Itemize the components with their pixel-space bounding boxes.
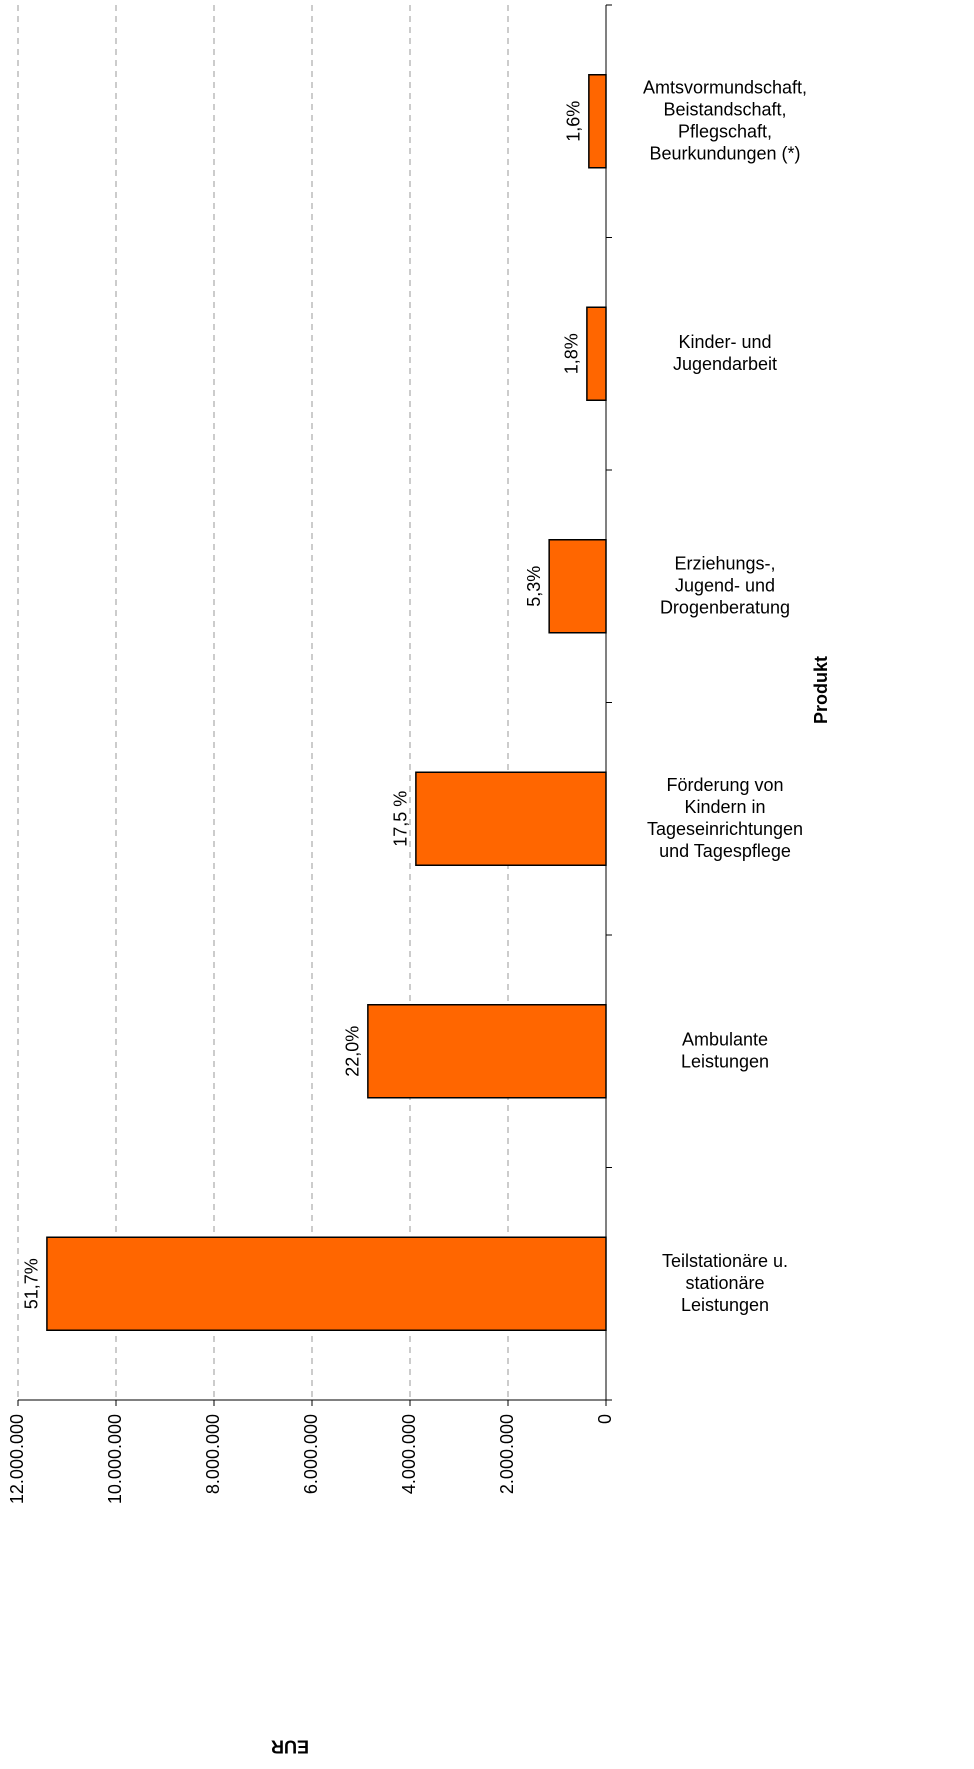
y-tick-label: 2.000.000 [497,1414,517,1494]
category-label-line: Beistandschaft, [663,99,786,119]
bar [46,1236,607,1331]
category-label-line: Tageseinrichtungen [647,819,803,839]
y-tick-label: 0 [595,1414,615,1424]
data-label: 17,5 % [391,791,411,847]
category-label-line: Ambulante [682,1029,768,1049]
data-label: 51,7% [22,1258,42,1309]
category-label-line: Leistungen [681,1295,769,1315]
bar [415,771,607,866]
y-tick-label: 6.000.000 [301,1414,321,1494]
category-label-line: Teilstationäre u. [662,1251,788,1271]
category-label-line: Amtsvormundschaft, [643,77,807,97]
y-tick-label: 12.000.000 [7,1414,27,1504]
data-label: 1,8% [562,333,582,374]
category-label-line: und Tagespflege [659,841,791,861]
y-tick-label: 4.000.000 [399,1414,419,1494]
category-label-line: Kindern in [684,797,765,817]
category-label: Teilstationäre u. stationäre Leistungen [662,1251,788,1315]
category-label: Amtsvormundschaft, Beistandschaft, Pflegsc… [643,77,807,163]
bar [586,306,607,401]
category-label-line: Pflegschaft, [678,121,772,141]
bar [367,1004,607,1099]
y-tick-label: 8.000.000 [203,1414,223,1494]
category-label-line: Jugendarbeit [673,354,777,374]
data-label: 1,6% [564,101,584,142]
category-label-line: Leistungen [681,1051,769,1071]
category-label: Kinder- und Jugendarbeit [673,332,777,374]
category-axis-title: Produkt [811,656,831,724]
data-label: 5,3% [524,566,544,607]
category-label: Ambulante Leistungen [681,1029,769,1071]
y-tick-label: 10.000.000 [105,1414,125,1504]
category-label: Erziehungs-, Jugend- und Drogenberatung [660,553,790,617]
category-label-line: Drogenberatung [660,597,790,617]
category-label-line: Kinder- und [678,332,771,352]
value-axis-title: EUR [271,1736,309,1756]
bar [588,74,607,169]
category-label-line: Förderung von [666,775,783,795]
category-label: Förderung von Kindern in Tageseinrichtunge… [647,775,803,861]
category-label-line: stationäre [685,1273,764,1293]
category-label-line: Beurkundungen (*) [649,143,800,163]
category-label-line: Erziehungs-, [674,553,775,573]
category-label-line: Jugend- und [675,575,775,595]
data-label: 22,0% [343,1026,363,1077]
bar [548,539,607,634]
